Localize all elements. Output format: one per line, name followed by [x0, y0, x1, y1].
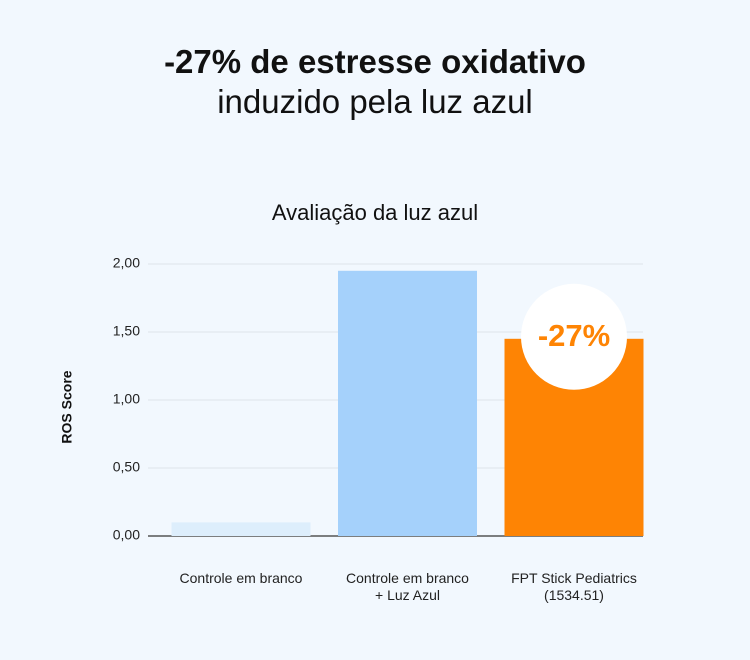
bar [171, 522, 311, 536]
annotation-layer: -27% [521, 283, 627, 390]
y-axis-label: ROS Score [59, 370, 75, 443]
x-category-label: (1534.51) [544, 587, 604, 603]
chart-title: Avaliação da luz azul [271, 200, 479, 225]
y-tick-labels: 0,00 0,50 1,00 1,50 2,00 [113, 255, 140, 543]
y-tick-label: 0,00 [113, 527, 140, 543]
bars-layer [171, 270, 644, 536]
headline: -27% de estresse oxidativo induzido pela… [0, 42, 750, 122]
headline-line-1: -27% de estresse oxidativo [164, 43, 586, 80]
category-labels: Controle em branco Controle em branco+ Lu… [180, 570, 637, 603]
annotation-badge [521, 283, 627, 390]
x-category-label: Controle em branco [346, 570, 469, 586]
x-category-label: + Luz Azul [375, 587, 440, 603]
annotation-text: -27% [538, 318, 610, 353]
x-category-label: FPT Stick Pediatrics [511, 570, 637, 586]
y-tick-label: 0,50 [113, 459, 140, 475]
bar [338, 270, 477, 536]
y-tick-label: 1,50 [113, 323, 140, 339]
y-tick-label: 2,00 [113, 255, 140, 271]
headline-line-2: induzido pela luz azul [217, 83, 533, 120]
x-category-label: Controle em branco [180, 570, 303, 586]
y-tick-label: 1,00 [113, 391, 140, 407]
